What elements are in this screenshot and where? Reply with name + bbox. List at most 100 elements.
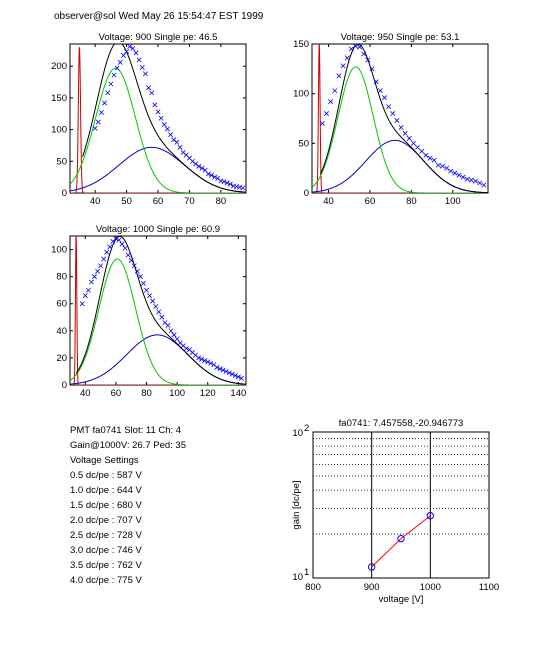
gain-data-point <box>397 534 405 543</box>
data-point <box>114 65 120 71</box>
x-tick-label: 60 <box>111 388 122 399</box>
data-point <box>92 125 98 131</box>
data-point <box>390 111 396 117</box>
data-point <box>352 44 358 49</box>
pmt-line: PMT fa0741 Slot: 11 Ch: 4 <box>70 425 182 436</box>
data-point <box>159 314 165 320</box>
y-tick-label: 0 <box>62 188 67 199</box>
y-tick-label: 150 <box>51 93 67 104</box>
data-point <box>214 364 220 370</box>
data-point <box>102 100 108 106</box>
data-point <box>229 371 235 377</box>
x-tick-label: 1000 <box>420 582 441 593</box>
data-point <box>164 126 170 132</box>
data-point <box>168 328 174 334</box>
background-fit-curve <box>70 146 246 193</box>
x-tick-label: 50 <box>121 196 132 207</box>
data-point <box>134 268 140 274</box>
gain-line: Gain@1000V: 26.7 Ped: 35 <box>70 440 186 451</box>
data-point <box>127 44 133 50</box>
plot-area <box>70 44 246 193</box>
data-point <box>183 345 189 351</box>
x-tick-label: 100 <box>169 388 185 399</box>
data-point <box>217 366 223 372</box>
y-tick-label: 0 <box>304 188 309 199</box>
x-tick-label: 140 <box>230 388 246 399</box>
y-tick-label: 100 <box>51 125 67 136</box>
data-point <box>456 172 462 178</box>
data-point <box>150 298 156 304</box>
x-tick-label: 70 <box>184 196 195 207</box>
fit-line <box>371 515 431 568</box>
x-tick-label: 900 <box>364 582 380 593</box>
axes-frame <box>311 43 489 194</box>
data-point <box>124 49 130 55</box>
data-point <box>237 184 243 190</box>
data-point <box>142 71 148 77</box>
setting-item: 1.5 dc/pe : 680 V <box>70 500 142 511</box>
data-point <box>98 263 104 269</box>
data-point <box>377 88 383 94</box>
x-tick-label: 80 <box>216 196 227 207</box>
data-point <box>158 115 164 121</box>
plot-area <box>70 236 246 385</box>
data-point <box>348 46 354 52</box>
data-point <box>402 130 408 136</box>
data-point <box>419 148 425 154</box>
x-tick-label: 80 <box>406 196 417 207</box>
y-tick-exponent: 2 <box>304 423 309 434</box>
data-point <box>365 57 371 63</box>
settings-title: Voltage Settings <box>70 455 139 466</box>
y-tick-label: 60 <box>56 299 67 310</box>
x-tick-label: 40 <box>323 196 334 207</box>
data-point <box>452 170 458 176</box>
y-tick-label: 100 <box>293 89 309 100</box>
data-point <box>238 375 244 381</box>
data-point <box>332 88 338 94</box>
data-point <box>235 374 241 380</box>
data-point <box>144 287 150 293</box>
plot-title: fa0741: 7.457558,-20.946773 <box>339 418 464 429</box>
y-tick-label: 50 <box>56 156 67 167</box>
x-tick-label: 60 <box>365 196 376 207</box>
data-point <box>156 309 162 315</box>
data-point <box>117 59 123 65</box>
data-point <box>232 373 238 379</box>
data-point <box>218 178 224 184</box>
y-tick-label: 50 <box>298 138 309 149</box>
data-point <box>133 50 139 56</box>
data-point <box>139 64 145 70</box>
data-point <box>92 274 97 280</box>
data-point <box>398 124 404 130</box>
x-tick-label: 120 <box>200 388 216 399</box>
pedestal-peak <box>312 44 488 193</box>
setting-item: 2.5 dc/pe : 728 V <box>70 530 142 541</box>
data-point <box>439 163 445 169</box>
data-point <box>415 144 421 150</box>
data-point <box>202 167 208 173</box>
data-point <box>336 73 342 79</box>
data-point <box>147 293 153 299</box>
data-point <box>174 139 180 145</box>
data-point <box>208 360 214 366</box>
data-point <box>120 52 126 58</box>
data-point <box>82 293 88 299</box>
data-point <box>357 44 363 50</box>
data-point <box>477 180 483 186</box>
data-point <box>205 359 211 365</box>
data-point <box>226 370 232 376</box>
data-point <box>481 182 487 188</box>
data-point <box>136 57 142 63</box>
pmt-info-panel: PMT fa0741 Slot: 11 Ch: 4 Gain@1000V: 26… <box>70 423 186 588</box>
data-point <box>427 155 433 161</box>
data-point <box>319 120 325 126</box>
axes-frame <box>312 431 490 579</box>
header-text: observer@sol Wed May 26 15:54:47 EST 199… <box>54 11 264 22</box>
data-point <box>212 174 218 180</box>
x-tick-label: 60 <box>153 196 164 207</box>
data-point <box>140 280 146 286</box>
data-point <box>196 355 202 361</box>
setting-item: 3.5 dc/pe : 762 V <box>70 560 142 571</box>
data-point <box>324 111 329 117</box>
